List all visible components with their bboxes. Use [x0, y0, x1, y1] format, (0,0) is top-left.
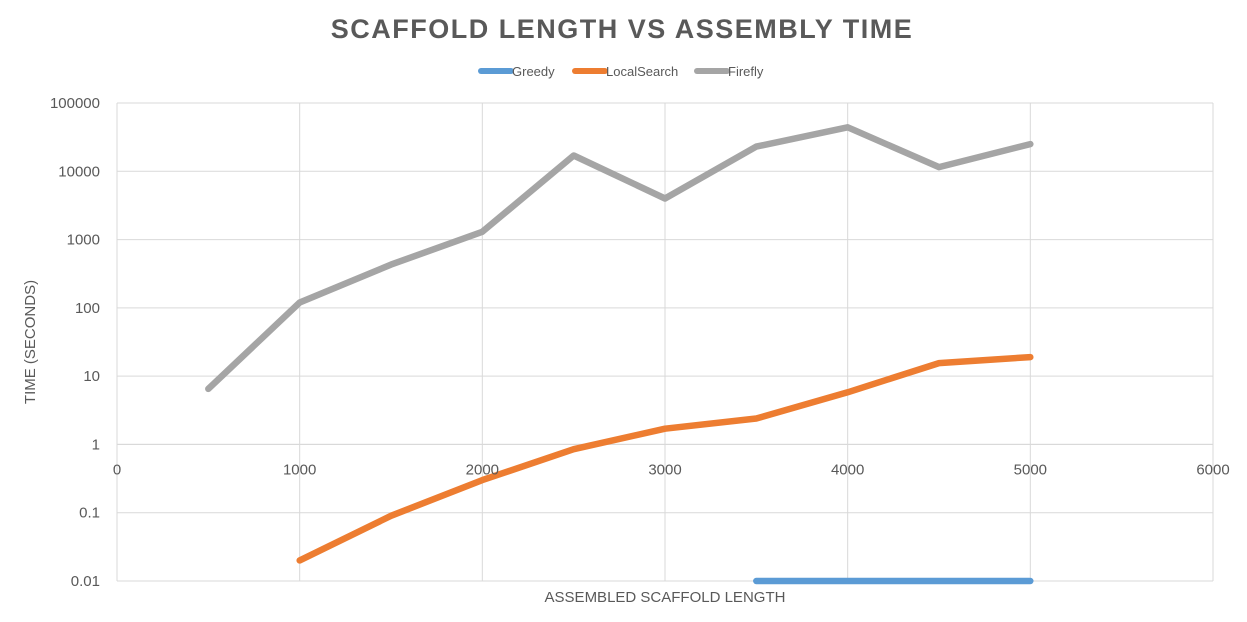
x-tick-label: 6000	[1196, 461, 1229, 478]
legend-item-localsearch: LocalSearch	[572, 64, 678, 79]
x-tick-label: 4000	[831, 461, 864, 478]
grid	[116, 102, 1214, 582]
x-tick-label: 1000	[283, 461, 316, 478]
x-tick-labels: 0 1000 2000 3000 4000 5000 6000	[113, 461, 1230, 478]
x-tick-label: 0	[113, 461, 121, 478]
y-tick-label: 10	[83, 368, 100, 385]
x-axis-title: ASSEMBLED SCAFFOLD LENGTH	[545, 589, 786, 606]
legend-label: LocalSearch	[606, 64, 678, 79]
x-tick-label: 5000	[1014, 461, 1047, 478]
series-lines	[205, 124, 1034, 585]
legend-label: Firefly	[728, 64, 764, 79]
x-tick-label: 3000	[648, 461, 681, 478]
y-tick-label: 100000	[50, 95, 100, 112]
y-tick-labels: 0.01 0.1 1 10 100 1000 10000 100000	[50, 95, 100, 590]
y-tick-label: 0.01	[71, 573, 100, 590]
series-line-firefly	[205, 124, 1034, 393]
x-tick-label: 2000	[466, 461, 499, 478]
chart-title: SCAFFOLD LENGTH VS ASSEMBLY TIME	[331, 14, 914, 44]
y-tick-label: 1000	[67, 232, 100, 249]
y-axis-title: TIME (SECONDS)	[22, 280, 39, 404]
legend-item-firefly: Firefly	[694, 64, 764, 79]
legend-item-greedy: Greedy	[478, 64, 555, 79]
legend-label: Greedy	[512, 64, 555, 79]
y-tick-label: 1	[92, 436, 100, 453]
series-line-localsearch	[296, 353, 1034, 564]
legend: Greedy LocalSearch Firefly	[478, 64, 764, 79]
y-tick-label: 0.1	[79, 505, 100, 522]
y-tick-label: 100	[75, 300, 100, 317]
y-tick-label: 10000	[58, 163, 100, 180]
